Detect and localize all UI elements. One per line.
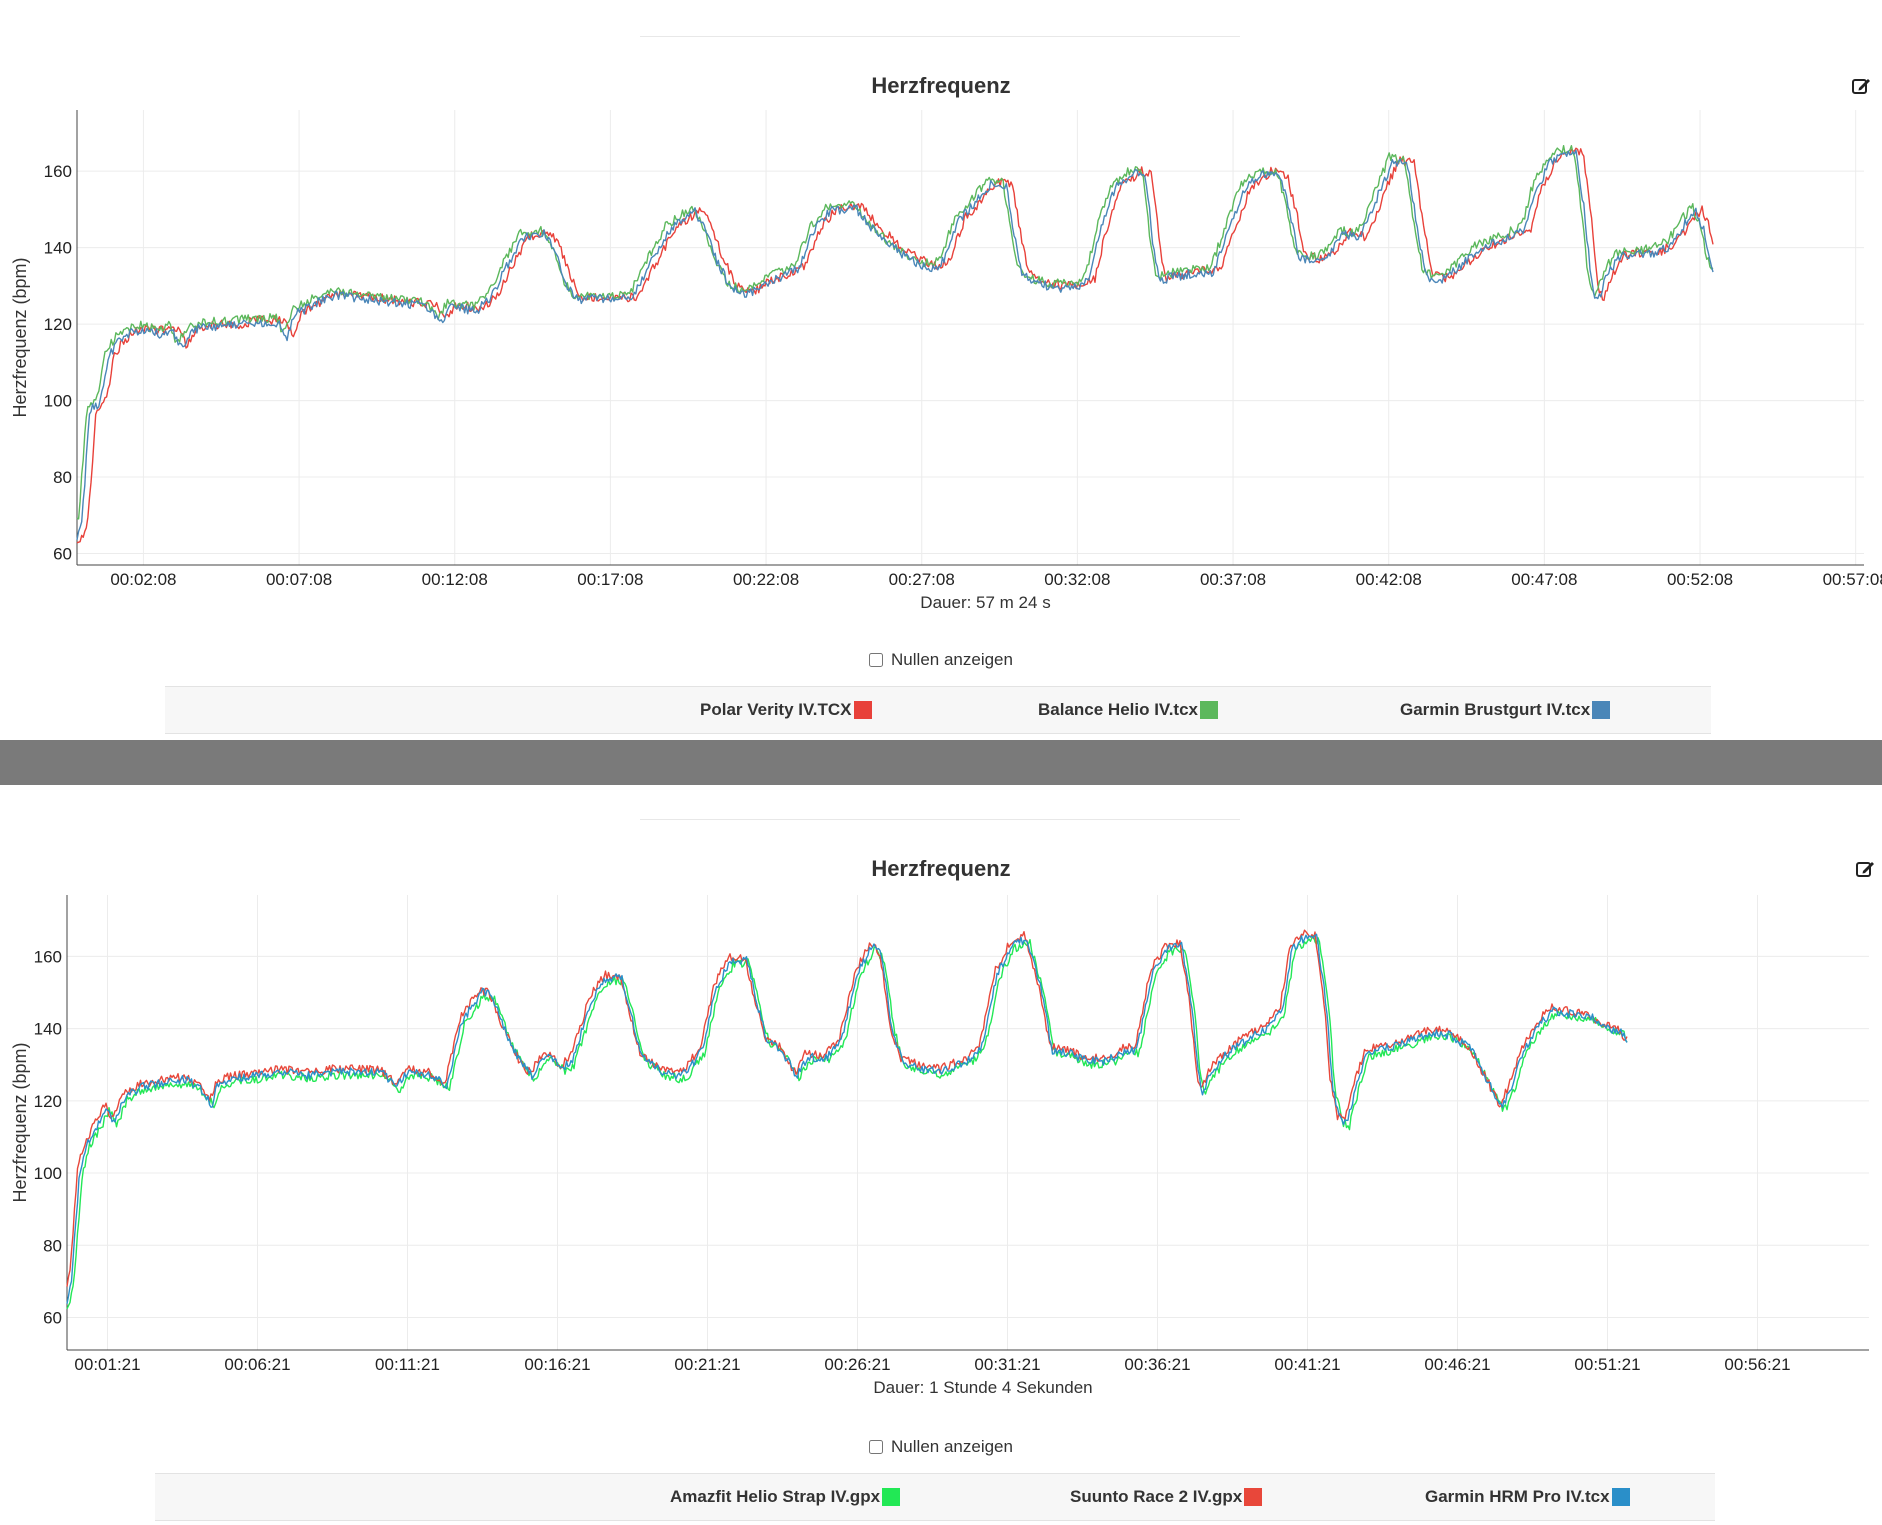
x-tick-label: 00:36:21 — [1124, 1355, 1190, 1374]
x-tick-label: 00:02:08 — [110, 570, 176, 589]
y-tick-label: 120 — [34, 1092, 62, 1111]
chart-title: Herzfrequenz — [871, 856, 1011, 881]
series-line-3[interactable] — [66, 933, 1628, 1304]
legend-swatch — [1244, 1488, 1263, 1506]
divider — [640, 819, 1240, 820]
legend-item[interactable]: Balance Helio IV.tcx — [1038, 687, 1219, 733]
x-tick-label: 00:31:21 — [974, 1355, 1040, 1374]
y-tick-label: 160 — [44, 162, 72, 181]
grid — [67, 895, 1869, 1350]
line-chart: 60 80 100 120 140 160 00:02:08 00:07:08 00:12:08… — [10, 110, 1882, 612]
x-tick-label: 00:16:21 — [524, 1355, 590, 1374]
x-tick-label: 00:47:08 — [1511, 570, 1577, 589]
x-tick-label: 00:06:21 — [224, 1355, 290, 1374]
x-tick-label: 00:01:21 — [74, 1355, 140, 1374]
y-axis-title: Herzfrequenz (bpm) — [10, 1042, 30, 1202]
zero-toggle[interactable]: Nullen anzeigen — [0, 1437, 1882, 1457]
legend-label: Balance Helio IV.tcx — [1038, 700, 1199, 719]
legend-swatch — [1200, 701, 1219, 719]
legend-label: Garmin Brustgurt IV.tcx — [1400, 700, 1591, 719]
divider — [640, 36, 1240, 37]
x-tick-label: 00:21:21 — [674, 1355, 740, 1374]
x-tick-label: 00:26:21 — [824, 1355, 890, 1374]
y-tick-label: 120 — [44, 315, 72, 334]
chart-title: Herzfrequenz — [871, 73, 1011, 98]
show-zeros-checkbox[interactable] — [869, 653, 884, 667]
y-tick-label: 80 — [53, 468, 72, 487]
legend-label: Garmin HRM Pro IV.tcx — [1425, 1487, 1610, 1506]
duration-label: Dauer: 1 Stunde 4 Sekunden — [873, 1378, 1092, 1397]
series-line-2[interactable] — [66, 929, 1628, 1287]
series-line-2[interactable] — [76, 145, 1714, 520]
x-tick-label: 00:12:08 — [422, 570, 488, 589]
x-tick-label: 00:07:08 — [266, 570, 332, 589]
series-line-1[interactable] — [76, 147, 1714, 544]
legend-bar: Amazfit Helio Strap IV.gpx Suunto Race 2 … — [155, 1473, 1715, 1521]
x-tick-label: 00:37:08 — [1200, 570, 1266, 589]
show-zeros-checkbox[interactable] — [869, 1440, 884, 1454]
x-tick-label: 00:27:08 — [889, 570, 955, 589]
x-tick-label: 00:11:21 — [375, 1355, 440, 1374]
y-tick-label: 60 — [43, 1309, 62, 1328]
x-tick-label: 00:42:08 — [1356, 570, 1422, 589]
x-tick-label: 00:32:08 — [1044, 570, 1110, 589]
legend-label: Polar Verity IV.TCX — [700, 700, 852, 719]
legend-item[interactable]: Amazfit Helio Strap IV.gpx — [670, 1474, 901, 1520]
legend-swatch — [1611, 1488, 1630, 1506]
duration-label: Dauer: 57 m 24 s — [920, 593, 1050, 612]
y-tick-label: 140 — [44, 239, 72, 258]
series-line-3[interactable] — [76, 149, 1714, 541]
y-tick-label: 160 — [34, 947, 62, 966]
x-tick-label: 00:46:21 — [1424, 1355, 1490, 1374]
legend-item[interactable]: Suunto Race 2 IV.gpx — [1070, 1474, 1263, 1520]
x-tick-label: 00:57:08 — [1823, 570, 1882, 589]
legend-bar: Polar Verity IV.TCX Balance Helio IV.tcx G… — [165, 686, 1711, 734]
x-tick-label: 00:51:21 — [1574, 1355, 1640, 1374]
y-tick-label: 100 — [34, 1164, 62, 1183]
x-tick-label: 00:17:08 — [577, 570, 643, 589]
show-zeros-label: Nullen anzeigen — [891, 1437, 1013, 1456]
legend-item[interactable]: Polar Verity IV.TCX — [700, 687, 872, 733]
y-axis-title: Herzfrequenz (bpm) — [10, 257, 30, 417]
legend-item[interactable]: Garmin HRM Pro IV.tcx — [1425, 1474, 1630, 1520]
x-tick-label: 00:56:21 — [1724, 1355, 1790, 1374]
y-tick-label: 60 — [53, 545, 72, 564]
x-tick-label: 00:52:08 — [1667, 570, 1733, 589]
y-tick-label: 140 — [34, 1020, 62, 1039]
legend-item[interactable]: Garmin Brustgurt IV.tcx — [1400, 687, 1611, 733]
legend-swatch — [882, 1488, 901, 1506]
line-chart: 60 80 100 120 140 160 00:01:21 00:06:21 00:11:21… — [10, 895, 1869, 1397]
chart-panel-top: Herzfrequenz 60 80 100 120 140 160 00:02:08 00:… — [0, 0, 1882, 740]
separator-bar — [0, 740, 1882, 785]
y-tick-label: 100 — [44, 392, 72, 411]
legend-swatch — [1592, 701, 1611, 719]
series-line-1[interactable] — [66, 934, 1628, 1310]
edit-icon[interactable] — [1850, 75, 1872, 97]
x-tick-label: 00:22:08 — [733, 570, 799, 589]
edit-pencil-icon — [1852, 79, 1870, 94]
legend-label: Amazfit Helio Strap IV.gpx — [670, 1487, 881, 1506]
edit-icon[interactable] — [1854, 858, 1876, 880]
zero-toggle[interactable]: Nullen anzeigen — [0, 650, 1882, 670]
y-tick-label: 80 — [43, 1236, 62, 1255]
x-tick-label: 00:41:21 — [1274, 1355, 1340, 1374]
show-zeros-label: Nullen anzeigen — [891, 650, 1013, 669]
legend-label: Suunto Race 2 IV.gpx — [1070, 1487, 1243, 1506]
edit-pencil-icon — [1856, 862, 1874, 877]
chart-panel-bottom: Herzfrequenz 60 80 100 120 140 160 00:01:21 00:… — [0, 785, 1882, 1525]
legend-swatch — [853, 701, 872, 719]
grid — [77, 110, 1864, 565]
